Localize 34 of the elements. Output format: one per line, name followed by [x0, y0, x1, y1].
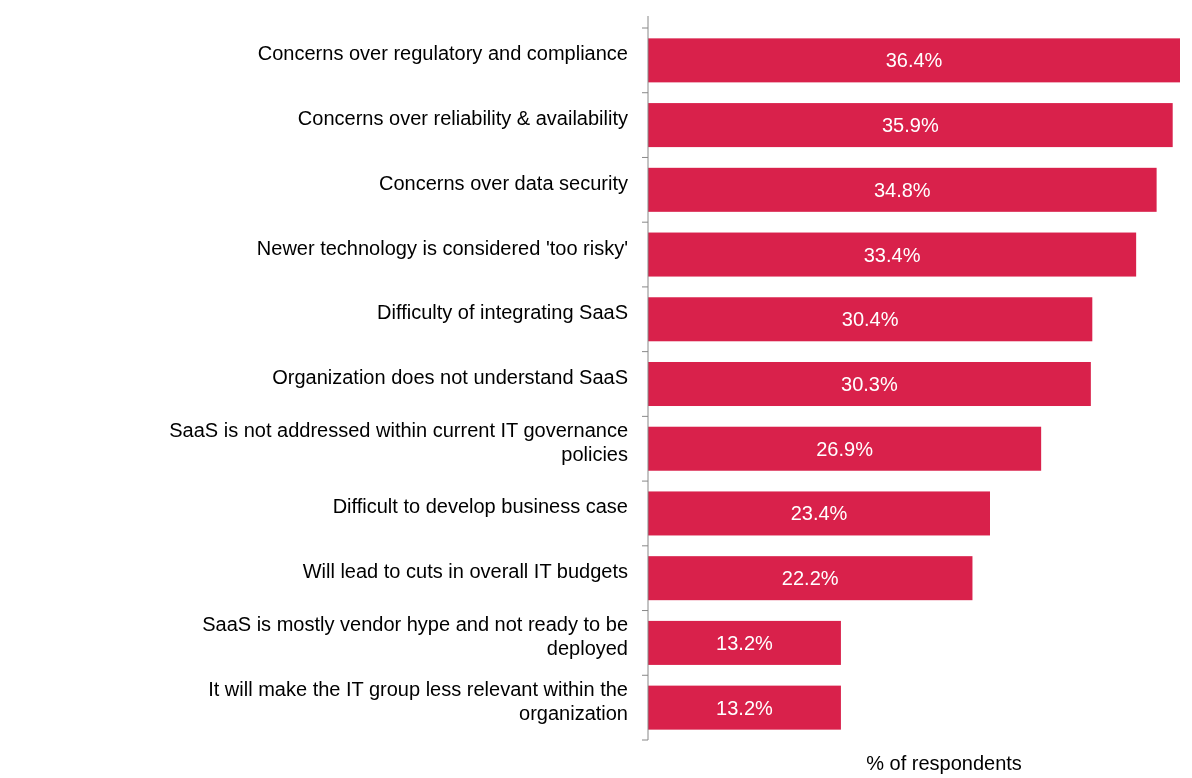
y-tick-label: Will lead to cuts in overall IT budgets [302, 560, 628, 583]
y-tick-label: SaaS is not addressed within current IT governance policies [169, 418, 628, 465]
bar [648, 167, 1157, 212]
data-label: 13.2% [716, 696, 774, 719]
y-tick-label: It will make the IT group less relevant within the organization [208, 677, 628, 724]
data-label: 13.2% [716, 631, 774, 654]
y-tick-label: Concerns over reliability & availability [297, 107, 628, 130]
y-tick-label: Difficulty of integrating SaaS [377, 301, 628, 324]
bar [648, 232, 1137, 277]
bar [648, 491, 990, 536]
y-tick-label: Newer technology is considered 'too risky' [256, 236, 628, 259]
data-label: 30.4% [841, 308, 899, 331]
data-label: 30.3% [841, 373, 898, 395]
bar [648, 685, 841, 730]
x-axis-title: % of respondents [866, 752, 1022, 774]
bar [648, 297, 1093, 342]
data-label: 33.4% [863, 243, 921, 266]
y-tick-label: Difficult to develop business case [332, 495, 628, 518]
bar [648, 556, 973, 601]
data-label: 35.9% [881, 114, 939, 137]
data-label: 26.9% [816, 437, 874, 460]
bar [648, 426, 1042, 471]
y-tick-label: Concerns over data security [378, 171, 628, 194]
y-tick-label: SaaS is mostly vendor hype and not ready to be deployed [202, 612, 628, 659]
y-tick-label: Organization does not understand SaaS [272, 366, 628, 388]
data-label: 34.8% [873, 178, 931, 201]
data-label: 22.2% [781, 567, 839, 590]
bar [648, 38, 1180, 83]
bar [648, 361, 1091, 407]
y-tick-label: Concerns over regulatory and compliance [257, 42, 628, 65]
data-label: 36.4% [885, 49, 943, 72]
bar [648, 103, 1173, 148]
data-label: 23.4% [790, 502, 848, 525]
bar [648, 620, 841, 665]
